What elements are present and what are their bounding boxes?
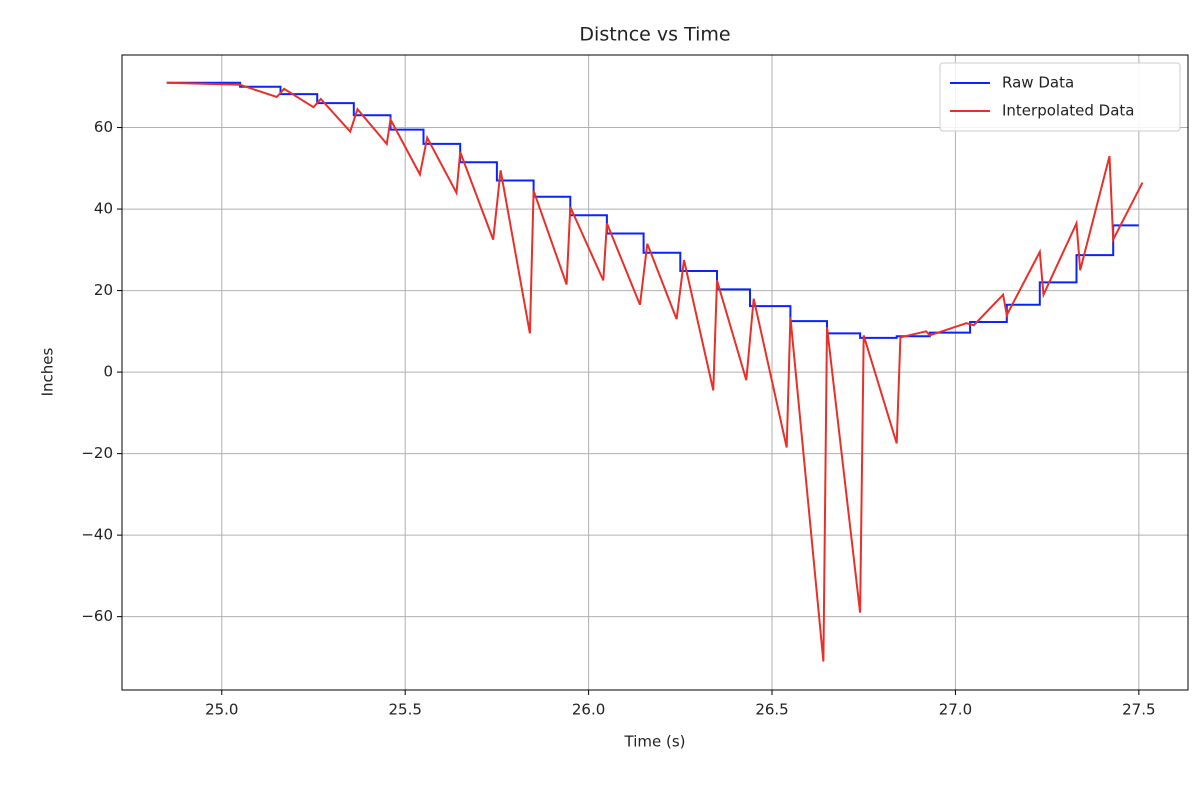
- y-tick-label: −20: [81, 444, 113, 462]
- y-axis-label: Inches: [39, 347, 57, 396]
- legend-label: Raw Data: [1002, 74, 1074, 92]
- y-tick-label: −40: [81, 526, 113, 544]
- chart-title: Distnce vs Time: [579, 24, 730, 46]
- legend-label: Interpolated Data: [1002, 102, 1134, 120]
- x-tick-label: 25.5: [388, 701, 421, 719]
- legend-box: [939, 62, 1181, 132]
- plot-frame: [121, 54, 1189, 691]
- y-tick-label: −60: [81, 607, 113, 625]
- y-tick-label: 60: [94, 118, 113, 136]
- y-tick-label: 20: [94, 281, 113, 299]
- x-axis-label: Time (s): [624, 733, 686, 751]
- x-tick-label: 26.5: [755, 701, 788, 719]
- y-tick-label: 40: [94, 200, 113, 218]
- series-line: [166, 81, 1139, 339]
- y-tick-label: 0: [103, 363, 113, 381]
- x-tick-label: 26.0: [572, 701, 605, 719]
- series-line: [166, 81, 1144, 662]
- x-tick-label: 27.5: [1122, 701, 1155, 719]
- x-tick-label: 25.0: [205, 701, 238, 719]
- x-tick-label: 27.0: [939, 701, 972, 719]
